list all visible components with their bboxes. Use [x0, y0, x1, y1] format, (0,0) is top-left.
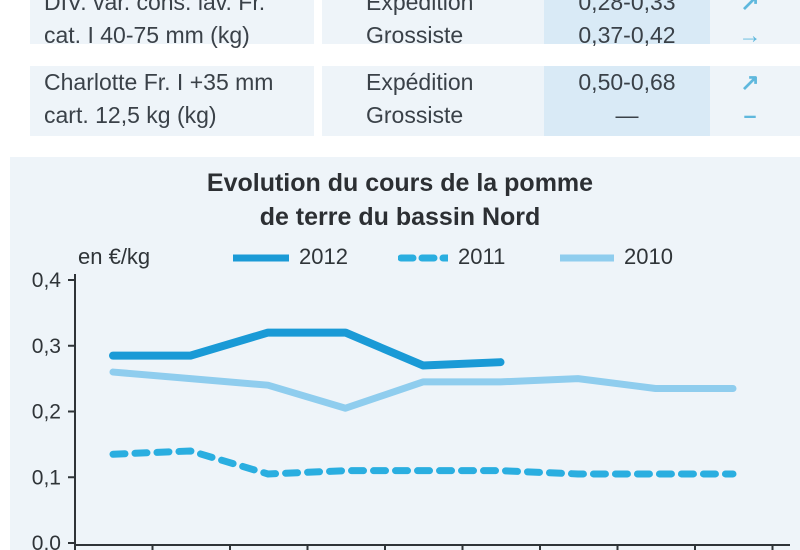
legend-label-2012: 2012	[299, 244, 348, 269]
price-cell: 0,50-0,68 —	[578, 69, 676, 128]
legend-swatch-2012	[233, 254, 289, 262]
y-tick-label: 0,4	[32, 269, 62, 292]
price-column-bg	[544, 66, 710, 136]
table-row: DIV. var. cons. lav. Fr. cat. I 40-75 mm…	[30, 0, 800, 48]
column-gap	[314, 66, 322, 136]
series-line-2010	[109, 368, 737, 412]
legend-swatch-2011	[398, 254, 448, 262]
legend-label-2011: 2011	[458, 244, 506, 269]
y-tick-label: 0,1	[32, 466, 61, 489]
y-tick-label: 0,2	[32, 401, 61, 424]
legend-label-2010: 2010	[624, 244, 673, 269]
trend-icon: ↗ →	[738, 0, 762, 48]
price-column-bg	[544, 0, 710, 44]
legend-item-2011: 2011	[398, 244, 505, 270]
price-cell: 0,28-0,33 0,37-0,42	[578, 0, 676, 48]
y-tick-label: 0,0	[32, 532, 61, 550]
stage-cell: Expédition Grossiste	[366, 0, 474, 48]
chart-title: Evolution du cours de la pomme de terre …	[206, 169, 594, 231]
y-tick-label: 0,3	[32, 335, 61, 358]
product-cell: Charlotte Fr. I +35 mm cart. 12,5 kg (kg…	[44, 69, 274, 128]
stage-cell: Expédition Grossiste	[366, 69, 474, 128]
legend-item-2010: 2010	[560, 244, 673, 270]
product-cell: DIV. var. cons. lav. Fr. cat. I 40-75 mm…	[44, 0, 266, 48]
y-axis-unit-label: en €/kg	[78, 244, 151, 269]
series-line-2011	[109, 447, 737, 478]
column-gap	[314, 0, 322, 44]
trend-icon: ↗ –	[740, 69, 760, 128]
table-row: Charlotte Fr. I +35 mm cart. 12,5 kg (kg…	[30, 66, 800, 136]
legend-item-2012: 2012	[233, 244, 348, 270]
legend-swatch-2010	[560, 254, 614, 262]
series-line-2012	[109, 328, 505, 370]
